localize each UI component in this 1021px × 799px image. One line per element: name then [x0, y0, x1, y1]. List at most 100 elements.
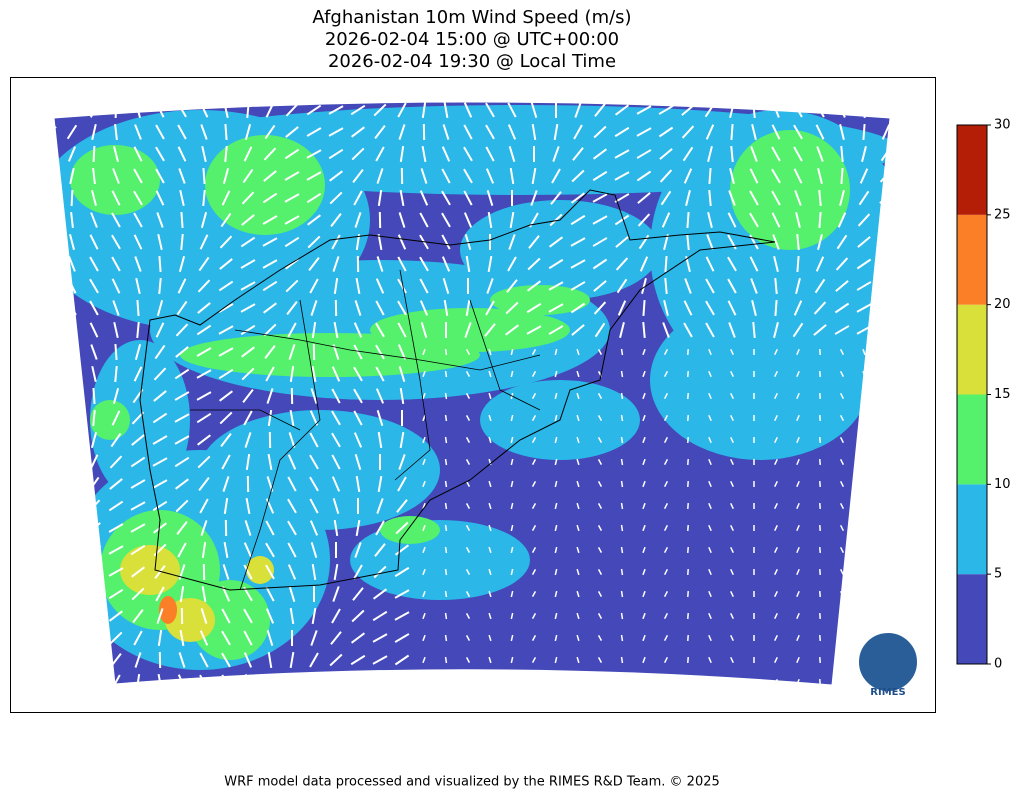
wind-arrow [597, 613, 603, 619]
wind-arrow [70, 453, 74, 471]
wind-arrow [554, 678, 558, 685]
wind-arrow [375, 300, 385, 316]
wind-arrow [443, 102, 449, 119]
wind-arrow [309, 520, 319, 536]
wind-arrow [394, 589, 410, 599]
wind-arrow [751, 123, 757, 141]
wind-arrow [92, 387, 96, 405]
wind-arrow [221, 652, 231, 668]
wind-arrow [243, 652, 253, 668]
wind-arrow [397, 102, 407, 118]
wind-arrow [196, 347, 212, 357]
wind-arrow [620, 546, 624, 554]
wind-arrow [465, 415, 471, 421]
wind-arrow [287, 542, 297, 558]
wind-arrow [64, 588, 80, 600]
wind-arrow [486, 190, 494, 206]
wind-arrow [69, 234, 75, 250]
wind-arrow [730, 568, 734, 576]
wind-arrow [91, 365, 97, 383]
wind-arrow [223, 497, 229, 515]
wind-arrow [331, 476, 341, 492]
wind-arrow [708, 590, 712, 598]
wind-arrow [89, 256, 99, 272]
wind-arrow [818, 189, 822, 207]
wind-arrow [594, 103, 606, 117]
wind-arrow [354, 300, 362, 316]
wind-arrow [708, 612, 712, 620]
wind-arrow [54, 366, 55, 382]
wind-arrow [465, 657, 471, 663]
wind-arrow [130, 544, 146, 556]
wind-arrow [597, 679, 603, 685]
wind-arrow [375, 388, 385, 404]
wind-arrow [663, 590, 669, 598]
wind-arrow [68, 388, 76, 404]
wind-arrow [773, 255, 779, 273]
wind-arrow [333, 277, 339, 295]
wind-arrow [597, 437, 603, 443]
wind-arrow [554, 568, 558, 576]
wind-arrow [663, 370, 669, 378]
wind-arrow [773, 321, 779, 339]
wind-arrow [177, 542, 187, 558]
wind-arrow [749, 190, 759, 206]
colorbar-tick-label: 25 [994, 207, 1011, 222]
wind-arrow [592, 237, 608, 247]
wind-arrow [67, 498, 77, 514]
wind-arrow [813, 324, 827, 336]
wind-arrow [663, 392, 669, 400]
wind-arrow [594, 322, 606, 338]
wind-arrow [570, 302, 586, 314]
wind-arrow [570, 237, 586, 247]
wind-arrow [510, 568, 514, 576]
logo-circle [857, 631, 919, 693]
wind-arrow [531, 123, 537, 141]
wind-arrow [285, 279, 299, 293]
wind-arrow [109, 478, 123, 490]
wind-arrow [486, 278, 494, 294]
wind-arrow [397, 322, 407, 338]
wind-arrow [774, 414, 778, 422]
wind-arrow [202, 167, 206, 185]
wind-arrow [796, 502, 800, 510]
wind-arrow [663, 568, 669, 576]
wind-arrow [243, 608, 253, 624]
wind-arrow [862, 502, 866, 510]
wind-arrow [620, 348, 624, 356]
wind-arrow [242, 389, 254, 403]
wind-arrow [576, 678, 580, 685]
wind-arrow [708, 370, 712, 378]
wind-arrow [219, 258, 233, 270]
wind-arrow [793, 300, 803, 316]
wind-arrow [774, 568, 778, 576]
wind-arrow [352, 169, 364, 183]
wind-arrow [153, 522, 167, 534]
wind-arrow [620, 436, 624, 444]
wind-arrow [243, 542, 253, 558]
wind-arrow [592, 215, 608, 225]
wind-arrow [614, 214, 630, 226]
wind-arrow [730, 590, 734, 598]
wind-arrow [554, 414, 558, 422]
wind-arrow [54, 587, 57, 601]
wind-arrow [155, 190, 165, 206]
wind-arrow [597, 481, 603, 487]
wind-arrow [463, 124, 473, 140]
wind-arrow [774, 546, 778, 554]
wind-arrow [354, 212, 362, 228]
wind-arrow [263, 147, 277, 161]
wind-arrow [507, 102, 517, 118]
wind-arrow [309, 432, 319, 448]
wind-arrow [420, 322, 428, 338]
wind-arrow [69, 167, 75, 185]
wind-arrow [707, 211, 713, 229]
wind-arrow [835, 257, 849, 271]
wind-arrow [796, 414, 800, 422]
wind-arrow [287, 564, 297, 580]
wind-arrow [441, 168, 451, 184]
wind-arrow [705, 278, 715, 294]
wind-arrow [576, 612, 580, 620]
wind-arrow [266, 630, 274, 646]
wind-arrow [441, 256, 451, 272]
